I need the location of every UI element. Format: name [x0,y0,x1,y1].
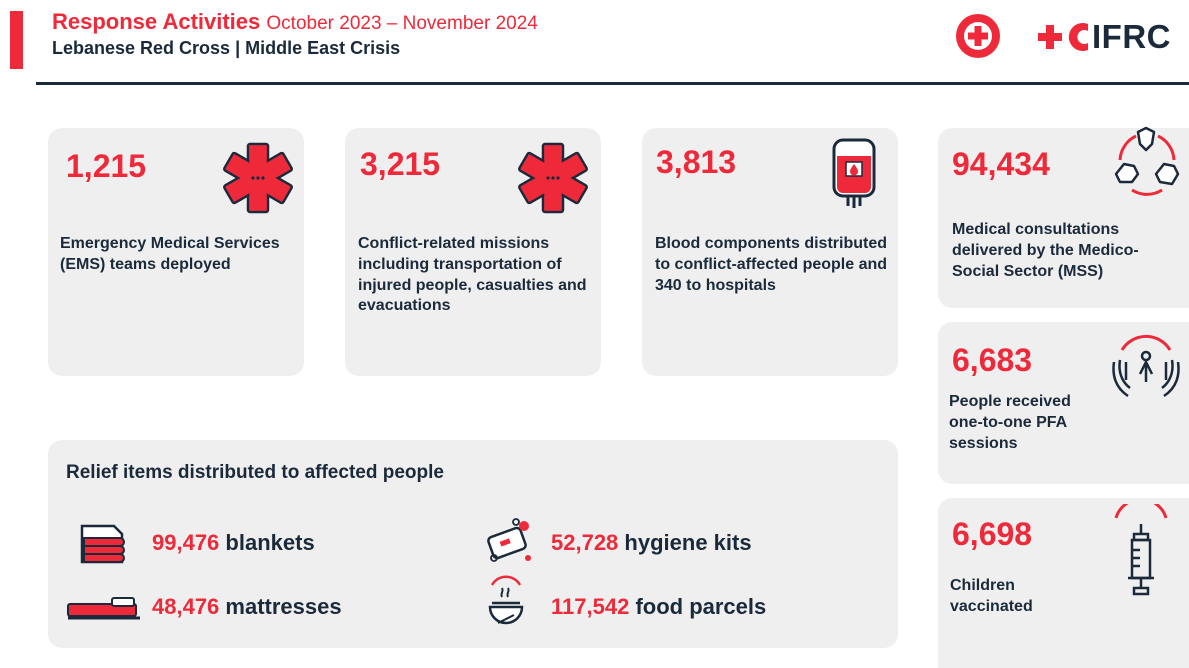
stat-description: People received one-to-one PFA sessions [949,393,1071,452]
relief-number: 52,728 [551,530,619,555]
stat-description: Emergency Medical Services (EMS) teams d… [60,235,280,273]
star-of-life-icon [518,142,588,214]
stat-number: 94,434 [952,146,1050,182]
hands-together-icon [1114,126,1180,196]
hygiene-kit-icon [487,518,531,562]
relief-title: Relief items distributed to affected peo… [66,462,444,483]
title-text: Response Activities [52,9,261,34]
relief-item-hygiene-kits: 52,728 hygiene kits [551,530,752,556]
date-range: October 2023 – November 2024 [266,13,538,34]
stat-number: 3,813 [656,144,737,180]
food-parcel-icon [488,575,524,625]
stat-card-consultations: 94,434 Medical consultations delivered b… [938,126,1189,308]
ifrc-logo-text: IFRC [1092,18,1171,55]
relief-number: 99,476 [152,530,220,555]
relief-item-food-parcels: 117,542 food parcels [551,594,766,620]
syringe-icon [1114,504,1168,596]
stat-card-blood: 3,813 Blood components distributed to co… [642,128,898,376]
relief-item-mattresses: 48,476 mattresses [152,594,342,620]
blood-bag-icon [832,138,876,208]
stat-description: Conflict-related missions including tran… [358,235,587,315]
relief-label: blankets [225,530,315,555]
stat-number: 6,683 [952,342,1033,378]
stat-number: 1,215 [66,148,147,184]
stat-card-ems: 1,215 Emergency Medical Services (EMS) t… [48,128,304,376]
header-accent-bar [10,11,23,69]
stat-description: Blood components distributed to conflict… [655,235,888,294]
supporting-hands-icon [1112,334,1180,398]
header-divider [36,82,1189,85]
stat-card-vaccinations: 6,698 Children vaccinated [938,498,1189,668]
relief-item-blankets: 99,476 blankets [152,530,315,556]
relief-label: food parcels [635,594,767,619]
stat-number: 6,698 [952,516,1033,552]
stat-number: 3,215 [360,146,441,182]
lebanese-red-cross-logo [956,14,1000,58]
relief-items-card [48,440,898,648]
relief-number: 48,476 [152,594,220,619]
stat-card-pfa: 6,683 People received one-to-one PFA ses… [938,322,1189,484]
ifrc-logo: IFRC [1038,17,1171,57]
stat-card-missions: 3,215 Conflict-related missions includin… [345,128,601,376]
blankets-icon [80,524,125,564]
stat-description: Children vaccinated [950,577,1033,615]
ifrc-emblem-icon [1038,23,1088,51]
stat-description: Medical consultations delivered by the M… [952,221,1139,280]
page-title: Response Activities October 2023 – Novem… [52,9,538,35]
relief-number: 117,542 [551,594,630,619]
relief-label: mattresses [225,594,342,619]
relief-label: hygiene kits [624,530,752,555]
mattress-icon [67,597,140,620]
page-subtitle: Lebanese Red Cross | Middle East Crisis [52,38,401,58]
star-of-life-icon [223,142,293,214]
